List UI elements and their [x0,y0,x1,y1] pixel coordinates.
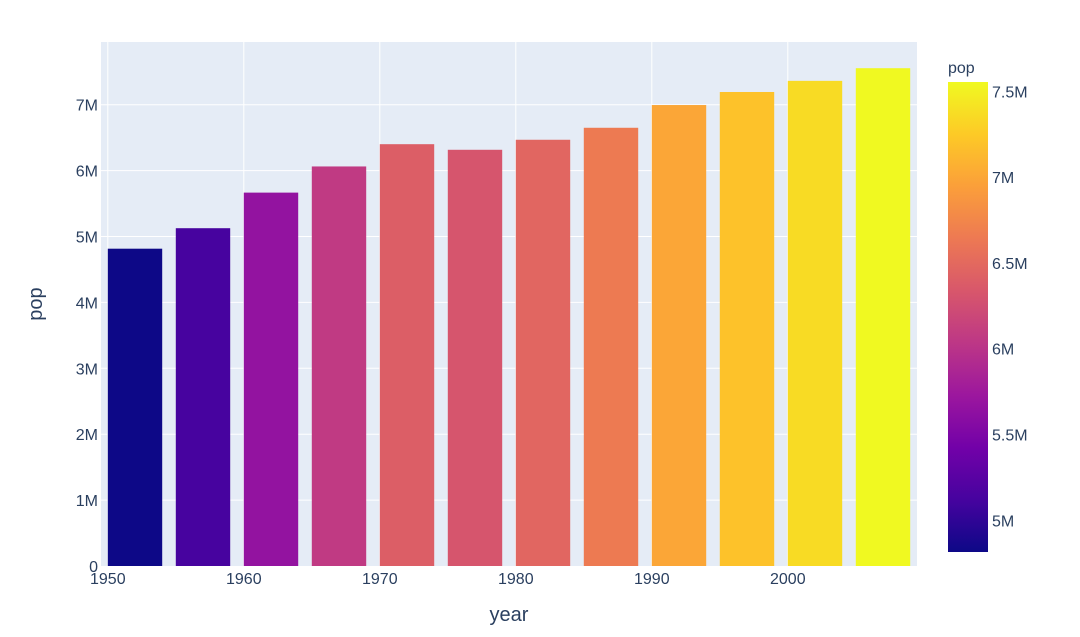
colorbar-tick-label: 5.5M [992,427,1028,444]
plot-background [101,42,917,566]
bar-1957[interactable] [175,228,231,566]
x-tick-label: 1980 [498,571,534,588]
bar-1987[interactable] [583,127,639,566]
x-axis-title: year [490,604,529,626]
x-tick-label: 1990 [634,571,670,588]
y-tick-label: 6M [76,164,98,181]
bar-1952[interactable] [107,248,163,566]
y-tick-label: 1M [76,493,98,510]
x-axis-ticks: 1950 1960 1970 1980 1990 2000 [90,571,806,588]
colorbar-tick-label: 6M [992,342,1014,359]
x-tick-label: 2000 [770,571,806,588]
bar-1972[interactable] [379,144,435,566]
colorbar-title: pop [948,60,975,77]
colorbar-tick-label: 7.5M [992,84,1028,101]
bar-1982[interactable] [515,139,571,566]
colorbar-ticks: 5M 5.5M 6M 6.5M 7M 7.5M [992,84,1028,530]
y-tick-label: 4M [76,295,98,312]
y-axis-ticks: 0 1M 2M 3M 4M 5M 6M 7M [76,98,98,576]
bar-1967[interactable] [311,166,367,566]
bar-2002[interactable] [787,80,843,566]
bar-1997[interactable] [719,91,775,566]
bars [107,68,911,567]
colorbar-gradient [948,82,988,552]
colorbar-tick-label: 7M [992,170,1014,187]
y-tick-label: 5M [76,230,98,247]
bar-1977[interactable] [447,149,503,567]
x-tick-label: 1960 [226,571,262,588]
colorbar: pop 5M 5.5M 6M 6.5M 7M 7.5M [948,60,1028,552]
x-tick-label: 1950 [90,571,126,588]
y-tick-label: 7M [76,98,98,115]
x-tick-label: 1970 [362,571,398,588]
y-tick-label: 0 [89,559,98,576]
colorbar-tick-label: 5M [992,513,1014,530]
bar-2007[interactable] [855,68,911,566]
bar-1962[interactable] [243,192,299,566]
colorbar-tick-label: 6.5M [992,256,1028,273]
y-tick-label: 3M [76,361,98,378]
y-axis-title: pop [25,287,47,320]
y-tick-label: 2M [76,427,98,444]
bar-1992[interactable] [651,105,707,566]
